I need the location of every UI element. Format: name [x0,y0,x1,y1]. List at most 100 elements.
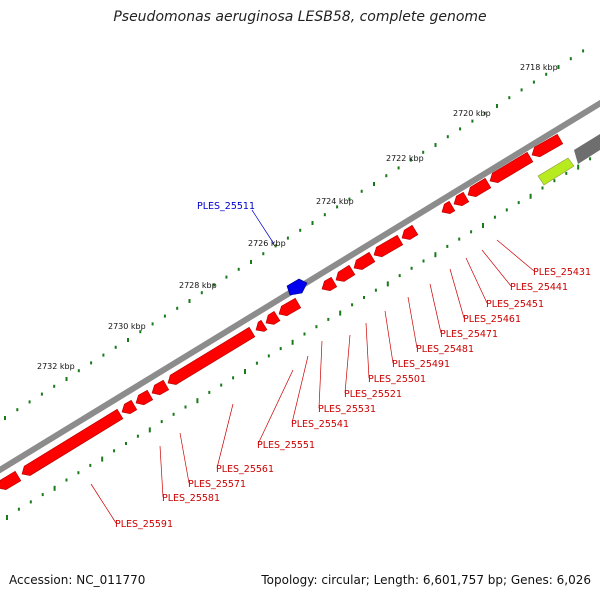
leader-line [251,209,275,245]
gene-label: PLES_25451 [486,299,544,310]
map-title: Pseudomonas aeruginosa LESB58, complete … [113,9,487,25]
gene-label: PLES_25431 [533,267,591,278]
tick-mark [458,237,461,241]
coordinate-labels: 2718 kbp 2720 kbp 2722 kbp 2724 kbp 2726 kbp… [37,63,558,371]
tick-mark [244,369,246,374]
reverse-gene-arrow [467,177,492,197]
tick-mark [53,485,56,491]
reverse-gene-arrow [21,408,124,476]
tick-mark [471,119,474,123]
tick-mark [434,143,437,147]
tick-mark [339,310,342,316]
tick-mark [582,49,585,53]
coordinate-label: 2728 kbp [179,281,217,290]
tick-mark [232,376,235,380]
tick-mark [237,267,240,271]
tick-mark [151,322,154,326]
tick-mark [65,478,68,482]
reverse-gene-arrow [353,251,376,270]
tick-mark [17,507,20,511]
leader-line [365,322,370,379]
tick-mark [255,361,258,365]
gene-label: PLES_25581 [162,493,220,504]
tick-mark [496,104,498,108]
tick-mark [303,332,306,336]
tick-mark [16,408,19,412]
tick-mark [517,201,520,205]
tick-mark [160,420,163,424]
tick-mark [299,228,302,232]
tick-mark [446,244,449,248]
leader-line [407,296,418,349]
tick-mark [409,158,412,162]
tick-mark [459,127,462,131]
tick-mark [200,291,203,295]
tick-mark [327,317,330,321]
reverse-gene-arrow [321,276,338,292]
leader-line [318,340,323,409]
tick-mark [267,354,270,358]
reverse-gene-arrow [151,379,170,396]
feature-arrow [574,134,600,164]
tick-mark [163,314,166,318]
tick-mark [28,400,31,404]
tick-mark [148,427,151,433]
tick-mark [139,330,142,334]
tick-mark [422,259,425,263]
tick-mark [77,369,80,373]
tick-mark [29,500,32,504]
tick-mark [385,174,388,178]
tick-mark [553,179,556,183]
reverse-gene-arrow [373,234,404,258]
reverse-gene-arrow [441,200,456,214]
leader-line [481,249,512,287]
tick-mark [286,236,289,240]
leader-line [496,239,535,272]
gene-label: PLES_25571 [188,479,246,490]
gene-labels: PLES_25431 PLES_25441 PLES_25451 PLES_25461… [115,201,591,530]
coordinate-label: 2718 kbp [520,63,558,72]
tick-mark [77,471,80,475]
gene-label: PLES_25461 [463,314,521,325]
tick-mark [505,208,508,212]
reverse-gene-arrow [255,319,268,332]
tick-mark [360,189,363,193]
tick-mark [315,325,318,329]
reverse-gene-arrow [265,310,281,325]
tick-mark [589,157,592,161]
genome-summary-text: Topology: circular; Length: 6,601,757 bp… [261,573,591,587]
gene-label: PLES_25501 [368,374,426,385]
tick-mark [225,275,228,279]
inner-tick-row [6,157,592,520]
tick-mark [348,197,351,201]
tick-mark [311,221,314,225]
tick-mark [125,442,127,445]
tick-mark [323,213,326,217]
coordinate-label: 2730 kbp [108,322,146,331]
tick-mark [127,338,129,342]
tick-mark [208,390,211,394]
reverse-gene-arrow [401,224,419,240]
tick-mark [274,244,277,248]
tick-mark [483,111,486,115]
tick-mark [373,182,375,186]
tick-mark [90,361,93,365]
tick-mark [250,260,252,264]
tick-mark [136,434,139,438]
tick-mark [434,252,437,258]
outer-tick-row [4,49,585,420]
gene-label: PLES_25591 [115,519,173,530]
tick-mark [213,283,216,287]
tick-mark [6,515,8,520]
tick-mark [482,223,484,228]
tick-mark [196,398,199,404]
leader-line [384,310,394,364]
gene-label: PLES_25531 [318,404,376,415]
leader-line [90,483,117,524]
tick-mark [101,456,104,462]
coordinate-label: 2726 kbp [248,239,286,248]
leader-line [465,257,488,304]
tick-mark [351,303,354,307]
tick-mark [557,65,560,69]
tick-mark [577,164,580,170]
